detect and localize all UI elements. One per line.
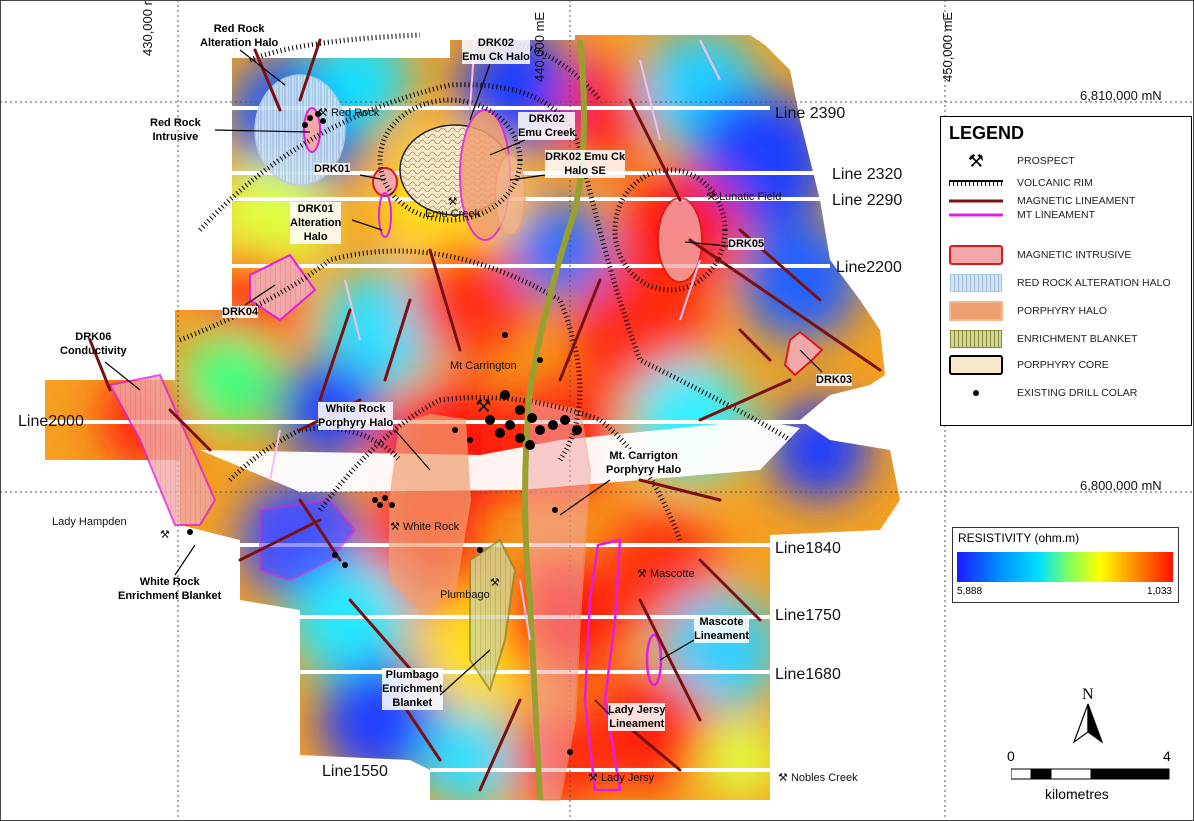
prospect-emu-creek: ⚒ Emu Creek xyxy=(425,196,481,220)
scale-end: 4 xyxy=(1163,748,1171,764)
northing-6810000: 6,810,000 mN xyxy=(1080,88,1162,103)
prospect-lady-jersy: ⚒ Lady Jersy xyxy=(588,772,655,784)
prospect-lady-hampden: Lady Hampden ⚒ xyxy=(52,516,170,541)
northing-6800000: 6,800,000 mN xyxy=(1080,478,1162,493)
legend-item-prospect: ⚒ PROSPECT xyxy=(967,150,1075,171)
north-arrow: N xyxy=(1068,686,1112,746)
drill-colars xyxy=(187,111,582,755)
label-drk01: DRK01 xyxy=(314,163,351,175)
label-white-rock-enrichment-blanket: White Rock Enrichment Blanket xyxy=(118,576,222,602)
resistivity-max: 1,033 xyxy=(1146,586,1172,597)
north-label: N xyxy=(1082,686,1094,703)
label-drk03: DRK03 xyxy=(816,374,853,386)
mt-lineament-icon xyxy=(949,213,1003,217)
legend-item-magnetic-lineament: MAGNETIC LINEAMENT xyxy=(949,191,1135,211)
legend-item-porphyry-core: PORPHYRY CORE xyxy=(949,355,1109,375)
pickaxe-icon: ⚒ xyxy=(475,396,492,416)
scale-start: 0 xyxy=(1007,748,1015,764)
label-red-rock-alteration: Red Rock Alteration Halo xyxy=(200,23,279,49)
prospect-plumbago: ⚒ Plumbago xyxy=(440,577,500,601)
label-drk01-alteration: DRK01 Alteration Halo xyxy=(290,202,342,244)
prospect-white-rock: ⚒ White Rock xyxy=(390,521,460,533)
legend-item-drill-colar: EXISTING DRILL COLAR xyxy=(949,383,1137,403)
pickaxe-icon: ⚒ xyxy=(318,107,328,119)
label-red-rock-intrusive: Red Rock Intrusive xyxy=(150,117,201,143)
legend-item-magnetic-intrusive: MAGNETIC INTRUSIVE xyxy=(949,245,1131,265)
easting-440000: 440,000 mE xyxy=(532,11,547,82)
pickaxe-icon: ⚒ xyxy=(160,529,170,541)
pickaxe-icon: ⚒ xyxy=(637,568,647,580)
label-lady-jersy-lineament: Lady Jersy Lineament xyxy=(608,703,666,731)
legend-title: LEGEND xyxy=(949,123,1025,143)
legend-item-red-rock-alteration: RED ROCK ALTERATION HALO xyxy=(949,273,1171,293)
volcanic-rim-icon xyxy=(949,180,1003,186)
label-drk02-emu-ck-halo-se: DRK02 Emu Ck Halo SE xyxy=(545,150,626,178)
scale-bar: 0 4 kilometres xyxy=(1005,748,1185,818)
label-drk04: DRK04 xyxy=(222,306,259,318)
resistivity-min: 5,888 xyxy=(957,586,983,597)
legend-item-porphyry-halo: PORPHYRY HALO xyxy=(949,301,1107,321)
legend-item-mt-lineament: MT LINEAMENT xyxy=(949,205,1095,225)
line-label-2320: Line 2320 xyxy=(832,166,903,183)
line-label-1550: Line1550 xyxy=(322,763,388,780)
scale-bar-graphic xyxy=(1011,768,1170,780)
prospect-nobles-creek: ⚒ Nobles Creek xyxy=(778,772,858,784)
prospect-red-rock: ⚒ Red Rock xyxy=(318,107,380,119)
line-label-2000: Line2000 xyxy=(18,413,84,430)
prospect-mt-carrington: Mt Carrington ⚒ xyxy=(450,360,517,416)
label-drk05: DRK05 xyxy=(728,238,765,250)
label-white-rock-porphyry-halo: White Rock Porphyry Halo xyxy=(318,402,394,430)
easting-430000: 430,000 mE xyxy=(140,0,155,56)
prospect-lunatic-field: ⚒ Lunatic Field xyxy=(706,191,782,203)
label-drk06: DRK06 Conductivity xyxy=(60,331,127,357)
porphyry-halo-swatch xyxy=(949,301,1003,321)
scale-unit: kilometres xyxy=(1045,786,1109,802)
line-label-1840: Line1840 xyxy=(775,540,841,557)
pickaxe-icon: ⚒ xyxy=(778,772,788,784)
line-label-1750: Line1750 xyxy=(775,607,841,624)
label-plumbago-enrichment-blanket: Plumbago Enrichment Blanket xyxy=(382,668,443,710)
label-drk02-emu-creek: DRK02 Emu Creek xyxy=(518,112,576,140)
resistivity-title: RESISTIVITY (ohm.m) xyxy=(958,531,1080,545)
legend-item-enrichment-blanket: ENRICHMENT BLANKET xyxy=(949,329,1138,349)
label-mascote-lineament: Mascote Lineament xyxy=(694,615,750,643)
line-label-2390: Line 2390 xyxy=(775,105,846,122)
label-mt-carrigton-porphyry-halo: Mt. Carrigton Porphyry Halo xyxy=(606,449,682,477)
line-label-1680: Line1680 xyxy=(775,666,841,683)
red-rock-alteration-swatch xyxy=(950,274,1002,292)
pickaxe-icon: ⚒ xyxy=(490,577,500,589)
north-arrow-icon xyxy=(1072,703,1104,744)
easting-450000: 450,000 mE xyxy=(940,11,955,82)
enrichment-blanket-swatch xyxy=(950,330,1002,348)
drill-colar-icon xyxy=(973,390,979,396)
label-drk02-emu-ck-halo: DRK02 Emu Ck Halo xyxy=(462,36,530,64)
pickaxe-icon: ⚒ xyxy=(390,521,400,533)
pickaxe-icon: ⚒ xyxy=(706,191,716,203)
map-legend: LEGEND ⚒ PROSPECT VOLCANIC RIM MAGNETIC L… xyxy=(940,116,1192,426)
pickaxe-icon: ⚒ xyxy=(967,150,985,171)
legend-item-volcanic-rim: VOLCANIC RIM xyxy=(949,173,1093,193)
resistivity-scale: RESISTIVITY (ohm.m) 5,888 1,033 xyxy=(952,527,1179,603)
line-label-2200: Line2200 xyxy=(836,259,902,276)
resistivity-colorbar xyxy=(957,552,1173,582)
pickaxe-icon: ⚒ xyxy=(447,196,458,208)
magnetic-intrusive-swatch xyxy=(949,245,1003,265)
line-label-2290: Line 2290 xyxy=(832,192,903,209)
prospect-mascotte: ⚒ Mascotte xyxy=(637,568,695,580)
porphyry-core-swatch xyxy=(949,355,1003,375)
pickaxe-icon: ⚒ xyxy=(588,772,598,784)
magnetic-lineament-icon xyxy=(949,199,1003,203)
drk05-intrusive xyxy=(657,197,703,283)
